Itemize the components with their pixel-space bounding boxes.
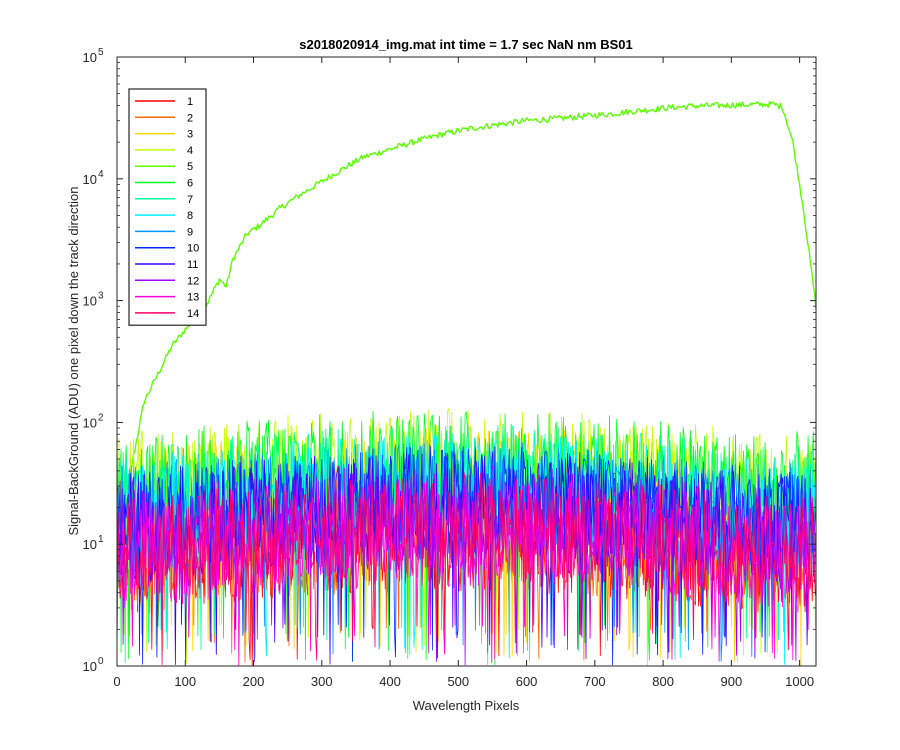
legend-label-13: 13 (187, 292, 199, 304)
legend-label-12: 12 (187, 275, 199, 287)
y-tick-label-base: 10 (83, 415, 97, 430)
y-tick-label-base: 10 (83, 172, 97, 187)
legend-label-7: 7 (187, 194, 193, 206)
legend-label-10: 10 (187, 243, 199, 255)
x-axis-label: Wavelength Pixels (413, 698, 520, 713)
legend-label-14: 14 (187, 308, 199, 320)
y-tick-label-base: 10 (83, 659, 97, 674)
legend-label-5: 5 (187, 161, 193, 173)
series-line-5 (117, 100, 816, 592)
legend-label-6: 6 (187, 178, 193, 190)
x-tick-label: 300 (311, 674, 333, 689)
y-tick-label-base: 10 (83, 294, 97, 309)
y-tick-label-base: 10 (83, 50, 97, 65)
x-tick-label: 500 (447, 674, 469, 689)
x-tick-label: 400 (379, 674, 401, 689)
series-line-14 (117, 472, 816, 665)
y-tick-label-exponent: 5 (98, 47, 104, 58)
x-tick-label: 1000 (785, 674, 814, 689)
series-layer (117, 100, 816, 666)
legend-label-9: 9 (187, 226, 193, 238)
legend-label-8: 8 (187, 210, 193, 222)
x-tick-label: 800 (652, 674, 674, 689)
y-tick-label-exponent: 3 (98, 291, 104, 302)
legend-box (128, 88, 207, 326)
y-axis-label: Signal-BackGround (ADU) one pixel down t… (66, 186, 81, 535)
y-tick-label-base: 10 (83, 537, 97, 552)
chart-title: s2018020914_img.mat int time = 1.7 sec N… (299, 37, 633, 52)
y-tick-label-exponent: 0 (98, 656, 104, 667)
x-tick-label: 600 (516, 674, 538, 689)
x-tick-label: 100 (174, 674, 196, 689)
legend-label-2: 2 (187, 112, 193, 124)
legend-label-3: 3 (187, 129, 193, 141)
y-tick-label-exponent: 4 (98, 169, 104, 180)
axes-box (116, 56, 817, 667)
legend-label-4: 4 (187, 145, 193, 157)
y-tick-label-exponent: 1 (98, 534, 104, 545)
x-tick-label: 200 (243, 674, 265, 689)
y-tick-label-exponent: 2 (98, 412, 104, 423)
legend-label-11: 11 (187, 259, 198, 271)
x-tick-label: 900 (721, 674, 743, 689)
x-tick-label: 700 (584, 674, 606, 689)
legend-label-1: 1 (187, 96, 193, 108)
x-tick-label: 0 (113, 674, 120, 689)
